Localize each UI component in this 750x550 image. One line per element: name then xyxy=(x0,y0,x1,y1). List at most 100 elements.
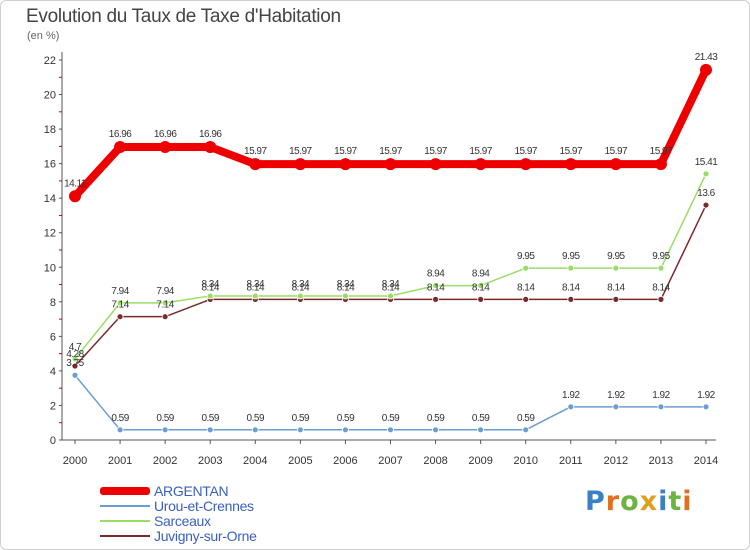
data-label: 8.14 xyxy=(201,282,219,293)
x-tick-label: 2010 xyxy=(513,455,537,467)
chart-axes: 0 2 4 6 8 10 12 14 16 18 20 22 2000 2001 2002 2003 2004 2… xyxy=(44,52,718,467)
data-label: 8.14 xyxy=(292,282,310,293)
data-label: 7.14 xyxy=(111,300,129,311)
data-point xyxy=(522,264,530,272)
legend-label: Urou-et-Crennes xyxy=(154,498,254,514)
data-point xyxy=(339,158,352,171)
data-point xyxy=(432,295,439,303)
proxiti-logo: Proxiti xyxy=(585,486,693,517)
data-point xyxy=(159,141,172,154)
data-label: 8.34 xyxy=(382,279,400,290)
data-label: 0.59 xyxy=(382,413,400,424)
data-point xyxy=(612,264,620,272)
legend-label: ARGENTAN xyxy=(154,483,229,499)
logo-letter: o xyxy=(620,486,640,517)
data-point xyxy=(657,295,665,303)
data-point xyxy=(114,141,127,154)
legend-swatch xyxy=(100,535,150,537)
data-label: 1.92 xyxy=(607,390,625,401)
data-label: 9.95 xyxy=(517,251,535,262)
data-label: 21.43 xyxy=(695,52,718,63)
data-point xyxy=(204,141,217,154)
data-label: 0.59 xyxy=(292,413,310,424)
data-point xyxy=(612,403,620,411)
data-point xyxy=(429,158,442,171)
data-point xyxy=(432,282,439,289)
data-point xyxy=(251,292,259,300)
data-point xyxy=(609,158,622,171)
data-label: 0.59 xyxy=(337,413,355,424)
data-point xyxy=(657,264,665,272)
data-point xyxy=(519,158,532,171)
x-tick-label: 2013 xyxy=(649,455,673,467)
data-label: 3.75 xyxy=(66,358,84,369)
data-label: 8.34 xyxy=(337,279,355,290)
data-point xyxy=(702,403,710,411)
data-label: 1.92 xyxy=(562,390,580,401)
data-point xyxy=(654,158,667,171)
data-point xyxy=(116,426,124,434)
data-point xyxy=(522,295,530,303)
data-point xyxy=(342,292,349,300)
data-point xyxy=(161,313,169,321)
data-label: 8.14 xyxy=(337,282,355,293)
data-label: 7.94 xyxy=(156,286,174,297)
y-tick-label: 18 xyxy=(44,124,56,136)
data-label: 8.14 xyxy=(427,282,445,293)
data-point xyxy=(702,201,710,209)
data-label: 8.14 xyxy=(562,282,580,293)
x-tick-label: 2006 xyxy=(333,455,357,467)
data-label: 0.59 xyxy=(201,413,219,424)
data-label: 15.97 xyxy=(560,146,583,157)
data-label: 8.34 xyxy=(292,279,310,290)
series-line-sarceaux xyxy=(74,173,707,360)
legend-swatch xyxy=(100,505,150,507)
data-label: 8.94 xyxy=(472,269,490,280)
data-label: 8.14 xyxy=(382,282,400,293)
data-label: 8.14 xyxy=(607,282,625,293)
data-point xyxy=(206,426,214,434)
x-tick-label: 2000 xyxy=(63,455,87,467)
x-tick-label: 2001 xyxy=(108,455,132,467)
data-label: 15.97 xyxy=(244,146,267,157)
data-label: 0.59 xyxy=(111,413,129,424)
data-point xyxy=(567,264,575,272)
x-tick-label: 2007 xyxy=(378,455,402,467)
data-label: 15.97 xyxy=(289,146,312,157)
data-label: 16.96 xyxy=(109,129,132,140)
y-tick-label: 4 xyxy=(50,366,56,378)
data-label: 8.14 xyxy=(652,282,670,293)
data-point xyxy=(432,426,439,434)
y-tick-label: 16 xyxy=(44,159,56,171)
legend-label: Juvigny-sur-Orne xyxy=(154,528,257,544)
logo-letter: r xyxy=(605,486,621,517)
data-point xyxy=(384,158,397,171)
x-tick-label: 2012 xyxy=(604,455,628,467)
data-label: 0.59 xyxy=(427,413,445,424)
data-point xyxy=(69,190,81,203)
data-label: 16.96 xyxy=(199,129,222,140)
y-tick-label: 10 xyxy=(44,262,56,274)
data-point xyxy=(522,426,530,434)
data-point xyxy=(657,403,665,411)
data-point xyxy=(387,426,394,434)
logo-letter: i xyxy=(682,486,693,517)
data-point xyxy=(702,170,710,178)
data-label: 16.96 xyxy=(154,129,177,140)
x-tick-label: 2009 xyxy=(468,455,492,467)
data-point xyxy=(296,426,304,434)
data-label: 9.95 xyxy=(562,251,580,262)
data-label: 1.92 xyxy=(697,390,715,401)
x-tick-label: 2004 xyxy=(243,455,267,467)
data-label: 8.34 xyxy=(247,279,265,290)
data-label: 15.97 xyxy=(334,146,357,157)
data-label: 1.92 xyxy=(652,390,670,401)
logo-letter: t xyxy=(668,486,683,517)
data-point xyxy=(71,362,79,370)
data-label: 0.59 xyxy=(156,413,174,424)
data-label: 15.97 xyxy=(605,146,628,157)
data-label: 4.28 xyxy=(66,349,84,360)
y-tick-label: 12 xyxy=(44,228,56,240)
data-label: 15.97 xyxy=(379,146,402,157)
